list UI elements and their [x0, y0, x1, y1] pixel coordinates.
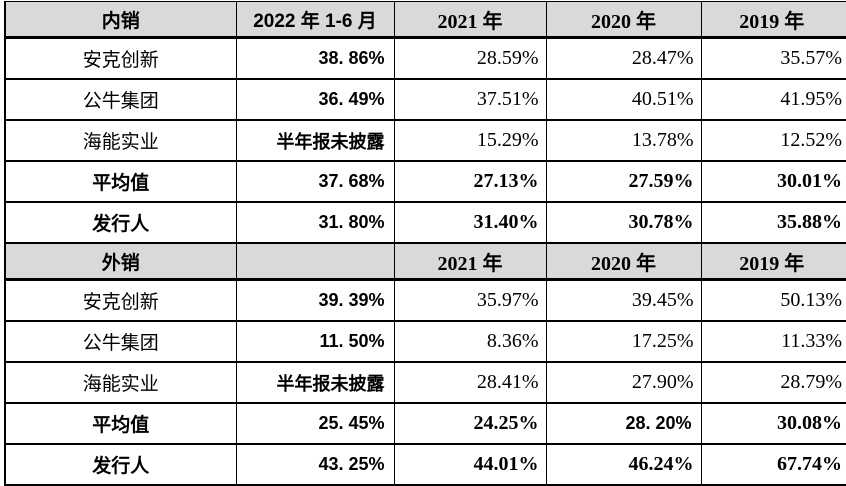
section-title-cell: 内销: [4, 1, 237, 39]
year-header-cell: 2020 年: [545, 242, 702, 281]
value-cell: 8.36%: [393, 320, 547, 363]
value-cell: 28. 20%: [545, 402, 702, 445]
value-cell: 27.59%: [545, 160, 702, 203]
value-cell: 50.13%: [700, 279, 846, 322]
table-row: 安克创新 39. 39% 35.97% 39.45% 50.13%: [4, 279, 846, 322]
section-header-row-export: 外销 2021 年 2020 年 2019 年: [4, 242, 846, 281]
row-label-cell: 平均值: [4, 160, 237, 203]
value-cell: 27.13%: [393, 160, 547, 203]
year-header-cell: 2020 年: [545, 1, 702, 39]
year-header-cell: 2019 年: [700, 1, 846, 39]
table-row: 平均值 37. 68% 27.13% 27.59% 30.01%: [4, 160, 846, 203]
value-cell: 43. 25%: [235, 443, 395, 486]
value-cell: 25. 45%: [235, 402, 395, 445]
row-label-cell: 公牛集团: [4, 320, 237, 363]
table-row: 海能实业 半年报未披露 15.29% 13.78% 12.52%: [4, 119, 846, 162]
row-label-cell: 海能实业: [4, 119, 237, 162]
value-cell: 31. 80%: [235, 201, 395, 244]
value-cell: 17.25%: [545, 320, 702, 363]
year-header-cell: 2019 年: [700, 242, 846, 281]
value-cell: 28.41%: [393, 361, 547, 404]
value-cell: 35.57%: [700, 37, 846, 80]
year-header-cell: 2021 年: [393, 242, 547, 281]
value-cell: 67.74%: [700, 443, 846, 486]
table-row: 公牛集团 36. 49% 37.51% 40.51% 41.95%: [4, 78, 846, 121]
value-cell: 半年报未披露: [235, 361, 395, 404]
value-cell: 13.78%: [545, 119, 702, 162]
row-label-cell: 安克创新: [4, 279, 237, 322]
value-cell: 39. 39%: [235, 279, 395, 322]
section-header-row-domestic: 内销 2022 年 1-6 月 2021 年 2020 年 2019 年: [4, 1, 846, 39]
value-cell: 41.95%: [700, 78, 846, 121]
value-cell: 40.51%: [545, 78, 702, 121]
value-cell: 31.40%: [393, 201, 547, 244]
value-cell: 11. 50%: [235, 320, 395, 363]
period-header-cell: [235, 242, 395, 281]
value-cell: 30.01%: [700, 160, 846, 203]
value-cell: 半年报未披露: [235, 119, 395, 162]
value-cell: 27.90%: [545, 361, 702, 404]
value-cell: 39.45%: [545, 279, 702, 322]
value-cell: 24.25%: [393, 402, 547, 445]
period-header-cell: 2022 年 1-6 月: [235, 1, 395, 39]
value-cell: 37.51%: [393, 78, 547, 121]
value-cell: 28.79%: [700, 361, 846, 404]
value-cell: 38. 86%: [235, 37, 395, 80]
value-cell: 35.97%: [393, 279, 547, 322]
year-header-cell: 2021 年: [393, 1, 547, 39]
table-row: 海能实业 半年报未披露 28.41% 27.90% 28.79%: [4, 361, 846, 404]
table-row: 发行人 43. 25% 44.01% 46.24% 67.74%: [4, 443, 846, 486]
margin-comparison-table: 内销 2022 年 1-6 月 2021 年 2020 年 2019 年 安克创…: [4, 1, 846, 486]
value-cell: 37. 68%: [235, 160, 395, 203]
table-row: 发行人 31. 80% 31.40% 30.78% 35.88%: [4, 201, 846, 244]
value-cell: 28.47%: [545, 37, 702, 80]
value-cell: 35.88%: [700, 201, 846, 244]
value-cell: 12.52%: [700, 119, 846, 162]
table-row: 安克创新 38. 86% 28.59% 28.47% 35.57%: [4, 37, 846, 80]
row-label-cell: 海能实业: [4, 361, 237, 404]
value-cell: 11.33%: [700, 320, 846, 363]
value-cell: 30.08%: [700, 402, 846, 445]
row-label-cell: 安克创新: [4, 37, 237, 80]
value-cell: 46.24%: [545, 443, 702, 486]
value-cell: 15.29%: [393, 119, 547, 162]
row-label-cell: 公牛集团: [4, 78, 237, 121]
value-cell: 28.59%: [393, 37, 547, 80]
table-row: 公牛集团 11. 50% 8.36% 17.25% 11.33%: [4, 320, 846, 363]
section-title-cell: 外销: [4, 242, 237, 281]
value-cell: 44.01%: [393, 443, 547, 486]
value-cell: 30.78%: [545, 201, 702, 244]
row-label-cell: 平均值: [4, 402, 237, 445]
value-cell: 36. 49%: [235, 78, 395, 121]
row-label-cell: 发行人: [4, 201, 237, 244]
row-label-cell: 发行人: [4, 443, 237, 486]
table-row: 平均值 25. 45% 24.25% 28. 20% 30.08%: [4, 402, 846, 445]
